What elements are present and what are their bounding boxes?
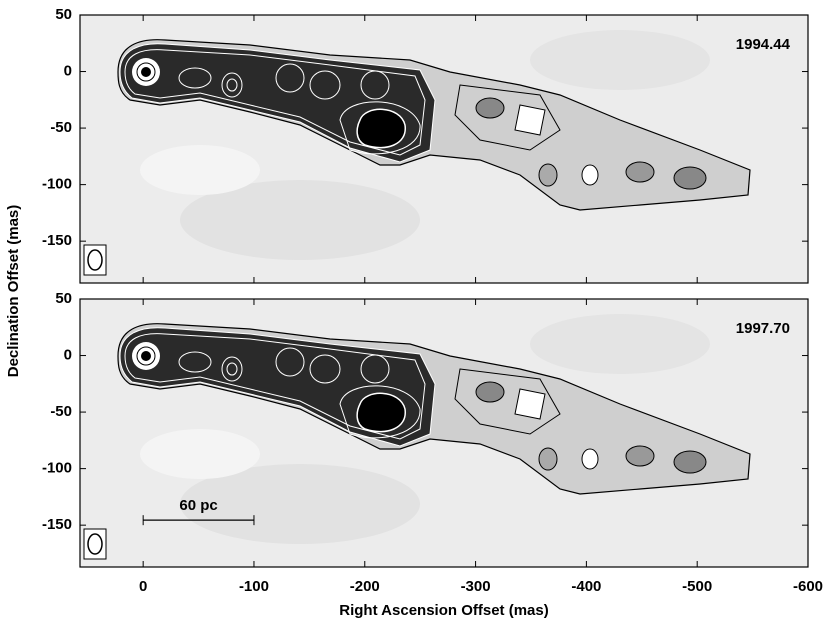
x-tick-label: -300 bbox=[461, 578, 491, 595]
epoch-label: 1994.44 bbox=[736, 36, 791, 53]
scale-bar-label: 60 pc bbox=[179, 497, 217, 514]
x-tick-label: -400 bbox=[571, 578, 601, 595]
x-tick-label: -200 bbox=[350, 578, 380, 595]
y-tick-label: -50 bbox=[50, 403, 72, 420]
y-tick-label: 0 bbox=[64, 347, 72, 364]
x-tick-label: 0 bbox=[139, 578, 147, 595]
y-tick-label: -150 bbox=[42, 516, 72, 533]
x-tick-label: -600 bbox=[793, 578, 823, 595]
y-tick-label: 50 bbox=[55, 290, 72, 307]
epoch-label: 1997.70 bbox=[736, 320, 790, 337]
y-tick-label: -150 bbox=[42, 232, 72, 249]
contour-map bbox=[79, 298, 809, 568]
x-tick-label: -500 bbox=[682, 578, 712, 595]
y-axis-label: Declination Offset (mas) bbox=[5, 205, 22, 378]
plot-frame bbox=[79, 14, 809, 284]
plot-frame bbox=[79, 298, 809, 568]
y-tick-label: 0 bbox=[64, 63, 72, 80]
y-tick-label: -100 bbox=[42, 176, 72, 193]
x-axis-label: Right Ascension Offset (mas) bbox=[339, 602, 548, 619]
contour-map bbox=[79, 14, 809, 284]
x-tick-label: -100 bbox=[239, 578, 269, 595]
y-tick-label: -100 bbox=[42, 460, 72, 477]
y-tick-label: 50 bbox=[55, 6, 72, 23]
y-tick-label: -50 bbox=[50, 119, 72, 136]
